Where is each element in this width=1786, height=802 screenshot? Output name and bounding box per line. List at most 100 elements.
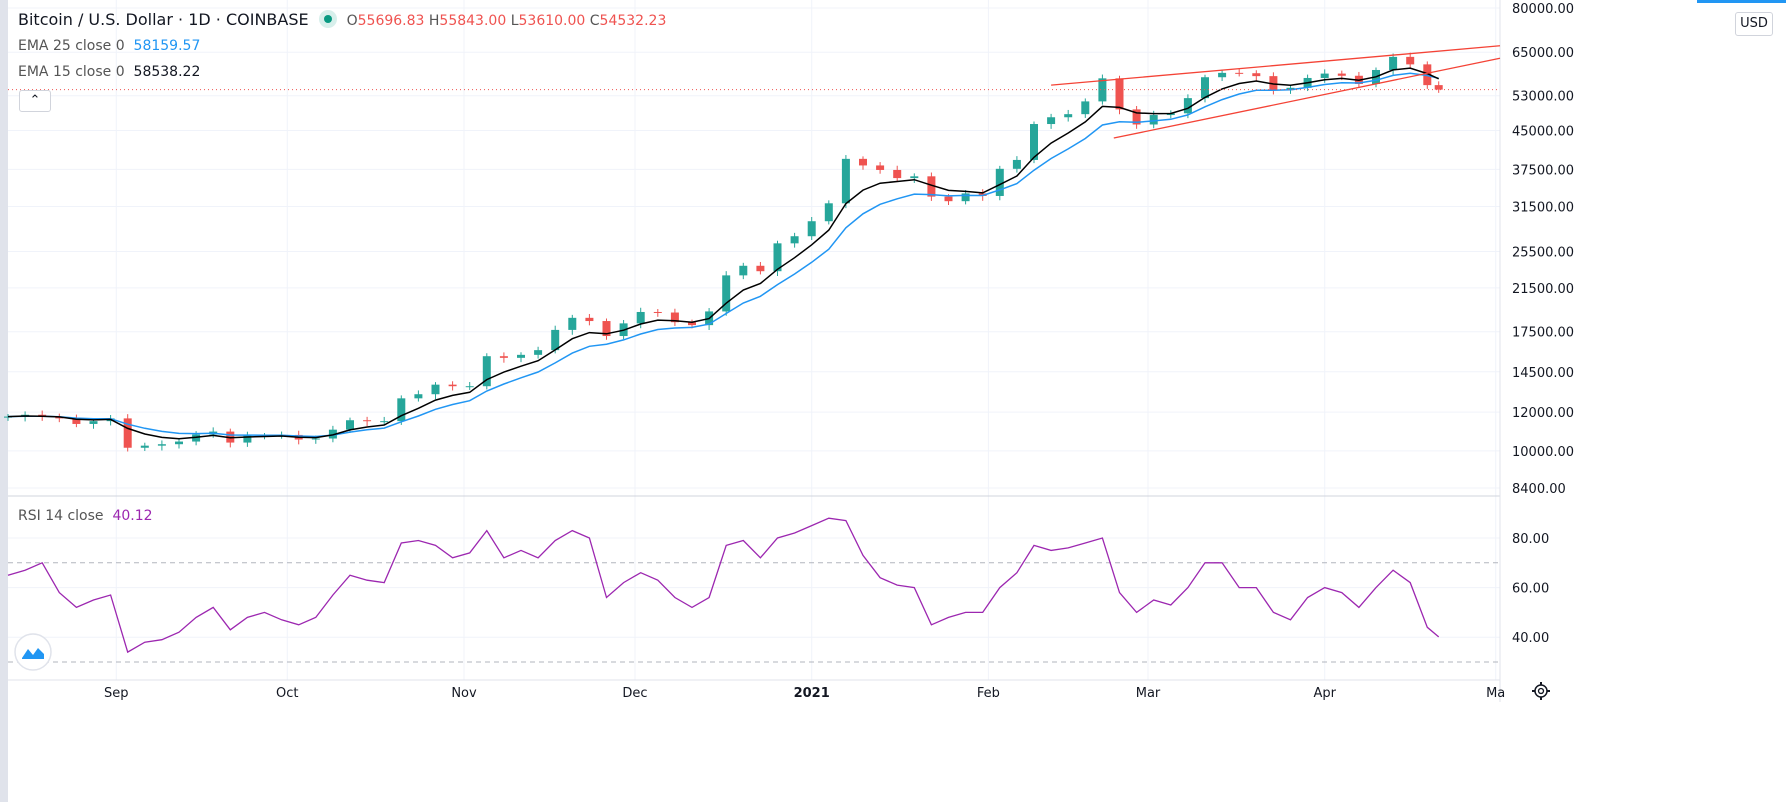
time-tick-label: Oct	[276, 686, 298, 701]
candle-body	[380, 421, 389, 423]
candle-body	[4, 416, 12, 418]
high-label: H	[428, 13, 440, 29]
price-tick-label: 12000.00	[1512, 406, 1574, 421]
candle-body	[790, 236, 799, 244]
candle-body	[602, 321, 611, 337]
price-tick-label: 45000.00	[1512, 125, 1574, 140]
candle-body	[517, 354, 525, 358]
candle-body	[585, 317, 594, 322]
candle-body	[927, 176, 936, 197]
rsi-legend[interactable]: RSI 14 close 40.12	[18, 508, 153, 524]
candle-body	[551, 329, 560, 351]
tradingview-logo-icon[interactable]	[14, 633, 52, 671]
candle-body	[1406, 56, 1415, 65]
axes: 80000.00 65000.00 53000.00 45000.00 37500.00…	[104, 2, 1574, 701]
open-value: 55696.83	[357, 13, 425, 29]
chevron-up-icon: ⌃	[29, 93, 41, 108]
close-label: C	[589, 13, 600, 29]
time-tick-label: Ma	[1486, 686, 1505, 701]
rsi-tick-label: 40.00	[1512, 631, 1549, 646]
top-accent-bar	[1697, 0, 1786, 3]
symbol-legend: Bitcoin / U.S. Dollar · 1D · COINBASE O55…	[18, 10, 666, 29]
time-tick-label: Nov	[451, 686, 477, 701]
candle-body	[346, 420, 354, 430]
candle-body	[397, 398, 406, 422]
candle-body	[756, 265, 765, 272]
rsi-tick-label: 80.00	[1512, 532, 1549, 547]
ema25-line	[7, 72, 1439, 438]
candle-body	[653, 311, 662, 313]
ema15-legend[interactable]: EMA 15 close 0 58538.22	[18, 64, 200, 80]
candle-body	[448, 384, 457, 387]
candle-body	[1030, 124, 1038, 160]
time-tick-label: Dec	[622, 686, 647, 701]
candle-body	[1218, 72, 1227, 78]
candle-body	[499, 356, 508, 358]
candle-body	[465, 386, 474, 388]
candle-body	[841, 158, 850, 204]
candle-body	[363, 420, 372, 422]
ema25-value: 58159.57	[133, 38, 201, 54]
candle-body	[961, 193, 970, 202]
candle-body	[1064, 114, 1073, 118]
price-tick-label: 10000.00	[1512, 445, 1574, 460]
trendlines[interactable]	[1051, 45, 1501, 139]
candle-body	[1183, 98, 1192, 114]
rsi-pane	[7, 517, 1500, 663]
candle-body	[944, 196, 953, 202]
price-tick-label: 17500.00	[1512, 326, 1574, 341]
price-tick-label: 8400.00	[1512, 482, 1566, 497]
candle-body	[1423, 64, 1432, 86]
candle-body	[688, 322, 696, 326]
ema15-line	[7, 67, 1440, 440]
candle-body	[1047, 117, 1056, 125]
price-tick-label: 80000.00	[1512, 2, 1574, 17]
ema25-label: EMA 25 close 0	[18, 38, 125, 54]
candle-body	[1434, 85, 1443, 90]
candle-body	[328, 429, 337, 439]
price-tick-label: 31500.00	[1512, 201, 1574, 216]
candle-body	[876, 165, 885, 170]
candle-body	[89, 421, 98, 424]
candle-body	[414, 394, 423, 399]
low-value: 53610.00	[518, 13, 586, 29]
candle-body	[1201, 77, 1209, 99]
close-value: 54532.23	[599, 13, 667, 29]
candle-body	[1098, 78, 1107, 102]
candle-body	[670, 312, 679, 323]
candles	[4, 52, 1443, 452]
time-tick-label: Mar	[1136, 686, 1161, 701]
settings-gear-icon[interactable]	[1532, 682, 1550, 700]
time-tick-label: Feb	[977, 686, 1000, 701]
candle-body	[1252, 73, 1261, 77]
candle-body	[123, 418, 132, 448]
open-label: O	[346, 13, 358, 29]
ema25-legend[interactable]: EMA 25 close 0 58159.57	[18, 38, 200, 54]
candle-body	[534, 350, 543, 355]
candle-body	[910, 176, 919, 179]
candle-body	[175, 441, 183, 445]
time-tick-label: Sep	[104, 686, 129, 701]
candle-body	[978, 193, 987, 196]
price-tick-label: 53000.00	[1512, 90, 1574, 105]
candle-body	[1132, 109, 1141, 125]
currency-button[interactable]: USD	[1735, 12, 1773, 36]
price-tick-label: 37500.00	[1512, 163, 1574, 178]
price-tick-label: 21500.00	[1512, 282, 1574, 297]
candle-body	[243, 435, 252, 443]
time-tick-label: Apr	[1313, 686, 1336, 701]
candle-body	[722, 275, 731, 312]
candle-body	[1389, 56, 1398, 70]
symbol-title[interactable]: Bitcoin / U.S. Dollar · 1D · COINBASE	[18, 10, 309, 29]
candle-body	[807, 221, 816, 237]
candle-body	[431, 384, 440, 395]
time-tick-label: 2021	[794, 686, 830, 701]
candle-body	[739, 265, 748, 276]
candle-body	[636, 311, 645, 324]
collapse-legend-button[interactable]: ⌃	[19, 90, 51, 112]
candle-body	[157, 444, 166, 446]
candle-body	[1320, 73, 1329, 78]
price-tick-label: 25500.00	[1512, 246, 1574, 261]
ema15-label: EMA 15 close 0	[18, 64, 125, 80]
